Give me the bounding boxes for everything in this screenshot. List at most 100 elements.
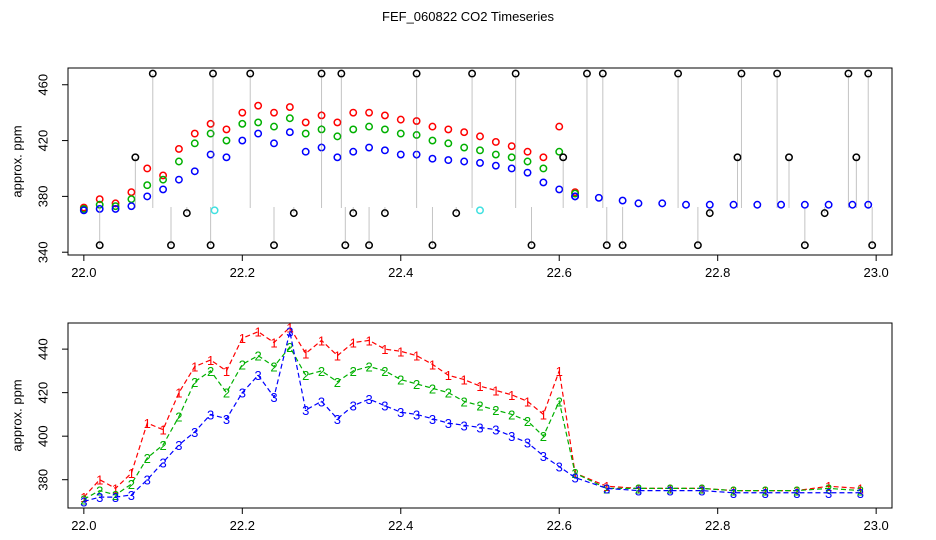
- point-label-series-2: 2: [128, 477, 135, 492]
- point-series-2: [491, 150, 500, 159]
- point-series-flag: [428, 241, 437, 250]
- point-series-1: [507, 142, 516, 151]
- point-series-3: [555, 185, 564, 194]
- point-series-1: [238, 108, 247, 117]
- point-series-3: [206, 150, 215, 159]
- y-tick-label: 420: [35, 382, 50, 404]
- point-series-flat: [824, 200, 833, 209]
- point-label-series-3: 3: [255, 368, 262, 383]
- point-series-flag: [785, 153, 793, 162]
- point-series-2: [428, 136, 437, 145]
- y-tick-label: 380: [35, 186, 50, 208]
- point-series-flat: [777, 200, 786, 209]
- x-tick-label: 22.4: [388, 265, 413, 280]
- point-series-1: [222, 125, 231, 134]
- point-label-series-1: 1: [445, 368, 452, 383]
- point-series-2: [190, 139, 199, 148]
- point-series-flag: [583, 69, 591, 78]
- point-series-flag: [820, 209, 829, 218]
- point-label-series-3: 3: [397, 405, 404, 420]
- point-series-flat: [682, 200, 690, 209]
- point-series-flag: [864, 69, 873, 78]
- point-series-flag: [868, 241, 877, 250]
- point-label-series-2: 2: [461, 394, 468, 409]
- x-tick-label: 23.0: [863, 265, 888, 280]
- point-label-series-3: 3: [144, 473, 151, 488]
- point-series-1: [206, 119, 215, 128]
- point-label-series-2: 2: [96, 484, 103, 499]
- point-label-series-3: 3: [223, 412, 230, 427]
- point-label-series-2: 2: [476, 399, 483, 414]
- point-series-2: [254, 118, 263, 127]
- x-tick-label: 22.2: [230, 518, 255, 533]
- point-label-series-2: 2: [445, 386, 452, 401]
- point-label-series-2: 2: [270, 360, 277, 375]
- point-series-flag: [270, 241, 278, 250]
- point-series-2: [412, 131, 421, 139]
- point-label-series-2: 2: [556, 394, 563, 409]
- y-tick-label: 380: [35, 469, 50, 491]
- point-series-2: [380, 125, 389, 134]
- point-label-series-3: 3: [461, 418, 468, 433]
- point-label-series-1: 1: [365, 333, 372, 348]
- x-tick-label: 22.4: [388, 518, 413, 533]
- point-label-series-3: 3: [96, 490, 103, 505]
- point-label-series-1: 1: [286, 320, 293, 335]
- point-label-series-1: 1: [397, 344, 404, 359]
- point-series-flag: [693, 241, 702, 250]
- point-label-series-3: 3: [492, 423, 499, 438]
- point-label-series-2: 2: [698, 481, 705, 496]
- point-label-series-1: 1: [270, 336, 277, 351]
- point-series-1: [539, 153, 548, 162]
- point-label-series-2: 2: [302, 368, 309, 383]
- y-tick-label: 440: [35, 338, 50, 360]
- point-label-series-2: 2: [191, 375, 198, 390]
- point-series-3: [428, 154, 437, 163]
- point-series-1: [428, 122, 437, 131]
- point-label-series-3: 3: [825, 486, 832, 501]
- point-series-flag: [618, 241, 627, 250]
- point-series-flat: [571, 192, 580, 201]
- point-series-flag: [800, 241, 809, 250]
- point-label-series-1: 1: [413, 349, 420, 364]
- point-series-1: [301, 118, 310, 127]
- point-series-1: [333, 118, 342, 127]
- point-label-series-2: 2: [508, 407, 515, 422]
- point-series-2: [270, 122, 278, 131]
- point-series-3: [539, 178, 548, 187]
- point-series-flag: [511, 69, 520, 78]
- point-series-1: [127, 188, 136, 197]
- point-series-flag: [289, 209, 298, 218]
- y-axis-label: approx. ppm: [9, 379, 24, 451]
- point-series-3: [238, 136, 247, 145]
- point-series-flag: [148, 69, 157, 78]
- x-tick-label: 22.6: [547, 265, 572, 280]
- point-label-series-2: 2: [603, 481, 610, 496]
- point-series-3: [254, 129, 263, 138]
- point-series-2: [333, 132, 342, 141]
- y-tick-label: 340: [35, 241, 50, 263]
- point-series-flat: [864, 200, 873, 209]
- point-series-3: [365, 143, 374, 152]
- point-series-3: [159, 185, 168, 194]
- plot-frame-1: [67, 67, 893, 256]
- point-label-series-3: 3: [571, 471, 578, 486]
- point-series-flag: [559, 153, 568, 162]
- point-series-flag: [365, 241, 374, 250]
- point-label-series-3: 3: [270, 390, 277, 405]
- point-label-series-2: 2: [413, 377, 420, 392]
- point-series-flat: [618, 196, 627, 205]
- point-label-series-1: 1: [239, 331, 246, 346]
- point-series-flag: [209, 69, 217, 78]
- x-tick-label: 22.0: [71, 265, 96, 280]
- point-series-3: [380, 146, 389, 155]
- point-series-2: [127, 195, 136, 204]
- point-label-series-3: 3: [207, 407, 214, 422]
- point-series-1: [111, 199, 120, 208]
- point-series-3: [270, 139, 278, 148]
- point-series-2: [555, 147, 564, 156]
- point-label-series-1: 1: [207, 353, 214, 368]
- point-label-series-3: 3: [381, 399, 388, 414]
- point-label-series-3: 3: [302, 403, 309, 418]
- point-series-3: [333, 153, 342, 162]
